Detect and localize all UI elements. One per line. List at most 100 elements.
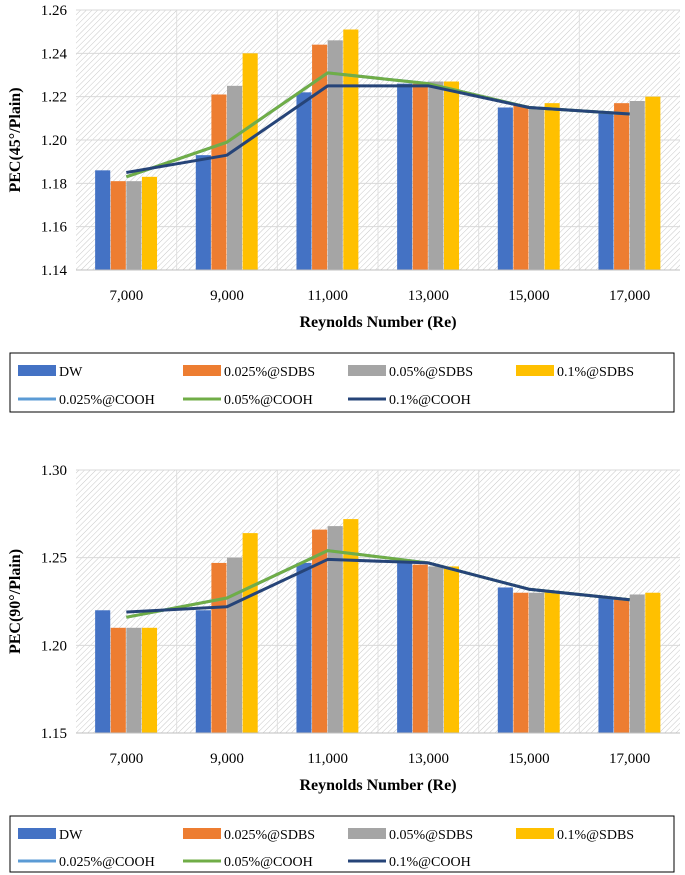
legend-label: DW (59, 365, 83, 380)
legend-label: 0.05%@COOH (224, 393, 313, 408)
bar-0.1%@SDBS (645, 96, 661, 271)
chart-panel-1: 1.14 1.16 1.18 1.20 1.22 1.24 1.26 7,000 9,000 11… (7, 3, 680, 413)
y-tick-label: 1.20 (41, 133, 67, 149)
bar-0.025%@SDBS (110, 627, 126, 733)
x-tick-label: 17,000 (609, 288, 650, 304)
legend-label: 0.025%@COOH (59, 855, 155, 870)
legend-swatch-0.1%@SDBS (516, 828, 554, 839)
x-tick-label: 15,000 (508, 751, 549, 767)
bar-0.025%@SDBS (110, 181, 126, 270)
bar-0.025%@SDBS (312, 529, 328, 733)
bar-0.1%@SDBS (544, 103, 560, 271)
bar-DW (497, 107, 513, 270)
y-tick-label: 1.15 (41, 726, 67, 742)
legend-label: 0.1%@COOH (389, 855, 471, 870)
bar-0.1%@SDBS (343, 29, 359, 270)
bar-0.1%@SDBS (242, 53, 258, 271)
x-tick-label: 17,000 (609, 751, 650, 767)
bar-0.025%@SDBS (211, 94, 227, 270)
bar-DW (296, 92, 312, 270)
legend-label: 0.1%@SDBS (557, 828, 634, 843)
bar-DW (95, 610, 111, 733)
legend-label: 0.05%@SDBS (389, 828, 473, 843)
legend-label: 0.025%@SDBS (224, 828, 315, 843)
legend-swatch-0.05%@SDBS (348, 828, 386, 839)
bar-0.025%@SDBS (312, 44, 328, 270)
legend-swatch-0.05%@SDBS (348, 365, 386, 376)
x-tick-label: 15,000 (508, 288, 549, 304)
y-tick-label: 1.24 (41, 46, 68, 62)
x-tick-label: 11,000 (307, 751, 348, 767)
legend: DW 0.025%@SDBS 0.05%@SDBS 0.1%@SDBS 0.025%@C… (9, 352, 675, 413)
bar-0.05%@SDBS (428, 81, 444, 270)
bar-DW (497, 587, 513, 733)
bar-DW (195, 610, 211, 733)
bar-DW (598, 597, 614, 733)
x-tick-label: 7,000 (109, 751, 143, 767)
bar-0.05%@SDBS (327, 40, 343, 271)
bar-0.025%@SDBS (614, 597, 630, 733)
legend-swatch-DW (18, 365, 56, 376)
legend-swatch-0.025%@SDBS (183, 828, 221, 839)
x-tick-label: 9,000 (210, 751, 244, 767)
legend-label: 0.1%@SDBS (557, 365, 634, 380)
legend-swatch-DW (18, 828, 56, 839)
bar-0.1%@SDBS (141, 627, 158, 733)
bar-0.025%@SDBS (412, 83, 428, 271)
legend-label: 0.05%@SDBS (389, 365, 473, 380)
y-tick-label: 1.22 (41, 90, 67, 106)
bar-0.025%@SDBS (412, 564, 428, 733)
bar-0.1%@SDBS (343, 519, 359, 733)
y-tick-label: 1.20 (41, 638, 67, 654)
bar-0.05%@SDBS (529, 107, 545, 270)
x-axis-title: Reynolds Number (Re) (299, 314, 456, 331)
bar-DW (95, 170, 111, 270)
legend-label: 0.025%@COOH (59, 393, 155, 408)
bar-DW (195, 155, 211, 270)
legend-label: DW (59, 828, 83, 843)
bar-DW (397, 83, 413, 271)
y-axis-title: PEC(45°/Plain) (7, 87, 24, 192)
legend-label: 0.025%@SDBS (224, 365, 315, 380)
bar-0.025%@SDBS (513, 592, 529, 733)
y-axis-title: PEC(90°/Plain) (7, 549, 24, 654)
line-0.1%@COOH (126, 557, 630, 614)
y-tick-label: 1.30 (41, 463, 67, 479)
bar-0.1%@SDBS (544, 590, 560, 733)
legend: DW 0.025%@SDBS 0.05%@SDBS 0.1%@SDBS 0.025%@C… (9, 815, 675, 873)
bar-0.025%@SDBS (614, 103, 630, 271)
line-0.1%@COOH (126, 84, 630, 174)
bar-0.025%@SDBS (513, 105, 529, 270)
legend-label: 0.05%@COOH (224, 855, 313, 870)
bar-0.05%@SDBS (529, 592, 545, 733)
x-tick-label: 11,000 (307, 288, 348, 304)
legend-frame (9, 815, 675, 873)
legend-swatch-0.025%@SDBS (183, 365, 221, 376)
x-tick-label: 13,000 (408, 751, 449, 767)
legend-label: 0.1%@COOH (389, 393, 471, 408)
bar-0.05%@SDBS (629, 101, 645, 270)
bar-0.1%@SDBS (443, 81, 460, 270)
chart-panel-2: 1.15 1.20 1.25 1.30 7,000 9,000 11,000 13,000 15… (7, 463, 680, 873)
x-tick-label: 13,000 (408, 288, 449, 304)
bar-0.05%@SDBS (428, 566, 444, 733)
bar-DW (598, 111, 614, 270)
bar-0.025%@SDBS (211, 562, 227, 733)
bar-0.05%@SDBS (126, 181, 142, 270)
y-tick-label: 1.14 (41, 263, 68, 279)
legend-frame (9, 352, 675, 413)
x-tick-label: 9,000 (210, 288, 244, 304)
bar-0.05%@SDBS (327, 526, 343, 733)
bar-DW (296, 562, 312, 733)
x-tick-label: 7,000 (109, 288, 143, 304)
bar-0.1%@SDBS (141, 176, 158, 270)
bar-0.05%@SDBS (629, 594, 645, 733)
y-tick-label: 1.16 (41, 220, 68, 236)
y-tick-label: 1.25 (41, 551, 67, 567)
bar-0.05%@SDBS (227, 557, 243, 733)
bar-0.05%@SDBS (227, 85, 243, 270)
bar-0.1%@SDBS (443, 566, 460, 733)
legend-swatch-0.1%@SDBS (516, 365, 554, 376)
y-tick-label: 1.18 (41, 176, 67, 192)
